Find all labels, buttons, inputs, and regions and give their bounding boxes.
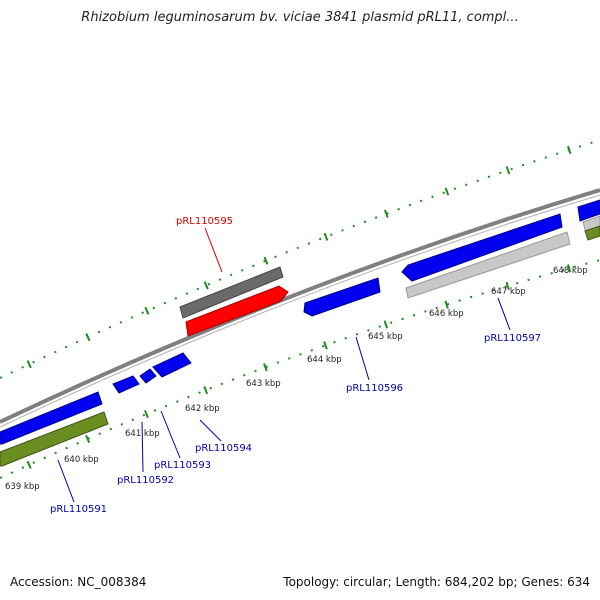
kbp-label-645: 645 kbp xyxy=(368,332,403,342)
major-tick xyxy=(505,281,510,291)
feature-track-green[interactable] xyxy=(0,411,109,467)
backbone-shadow xyxy=(0,194,600,428)
gene-arrow-prl110597[interactable] xyxy=(401,213,563,282)
major-tick xyxy=(263,363,268,372)
gene-label-leaders xyxy=(57,227,511,503)
kbp-label-639: 639 kbp xyxy=(5,482,40,492)
major-tick xyxy=(143,410,149,419)
gene-label-prl110591[interactable]: pRL110591 xyxy=(50,504,107,515)
kbp-label-646: 646 kbp xyxy=(429,309,464,319)
major-tick xyxy=(567,264,572,273)
gene-arrow-prl110596[interactable] xyxy=(303,277,381,317)
kbp-label-640: 640 kbp xyxy=(64,455,99,465)
feature-track-gray[interactable] xyxy=(179,266,284,319)
major-tick xyxy=(383,320,389,329)
map-title: Rhizobium leguminosarum bv. viciae 3841 … xyxy=(81,10,519,25)
kbp-label-642: 642 kbp xyxy=(185,404,220,414)
gene-label-prl110595[interactable]: pRL110595 xyxy=(176,216,233,227)
major-tick xyxy=(383,209,389,218)
major-tick xyxy=(144,306,150,315)
gene-label-prl110597[interactable]: pRL110597 xyxy=(484,333,541,344)
major-tick xyxy=(505,166,511,175)
major-tick xyxy=(567,145,572,154)
gene-label-prl110594[interactable]: pRL110594 xyxy=(195,443,252,454)
gene-label-prl110593[interactable]: pRL110593 xyxy=(154,460,211,471)
outer-tick-ring xyxy=(0,139,600,379)
gene-arrow-right-edge[interactable] xyxy=(577,199,600,222)
major-tick xyxy=(263,256,269,265)
gene-label-prl110596[interactable]: pRL110596 xyxy=(346,383,403,394)
major-tick xyxy=(85,333,91,342)
major-tick xyxy=(203,281,209,290)
major-tick xyxy=(323,341,328,350)
kbp-label-644: 644 kbp xyxy=(307,355,342,365)
major-tick xyxy=(444,300,449,309)
topology-summary: Topology: circular; Length: 684,202 bp; … xyxy=(283,575,590,589)
backbone-line xyxy=(0,188,600,424)
gene-arrow-small-3[interactable] xyxy=(152,352,192,378)
gene-labels: pRL110595 pRL110596 pRL110597 pRL110594 … xyxy=(50,216,541,515)
gene-arrow-small-2[interactable] xyxy=(139,368,157,384)
major-tick xyxy=(26,460,32,469)
major-tick xyxy=(323,232,329,241)
feature-track-green-edge[interactable] xyxy=(584,225,600,241)
kbp-label-648: 648 kbp xyxy=(553,266,588,276)
accession-text: Accession: NC_008384 xyxy=(10,575,147,589)
gene-arrow-small-1[interactable] xyxy=(112,375,140,394)
major-tick xyxy=(203,386,209,395)
gene-arrow-large-left[interactable] xyxy=(0,391,103,445)
major-tick xyxy=(85,434,91,444)
major-tick xyxy=(26,360,32,369)
kbp-label-647: 647 kbp xyxy=(491,287,526,297)
gene-arrow-prl110595[interactable] xyxy=(185,285,289,337)
inner-tick-ring xyxy=(0,259,600,479)
gene-label-prl110592[interactable]: pRL110592 xyxy=(117,475,174,486)
major-tick xyxy=(444,187,450,196)
kbp-label-643: 643 kbp xyxy=(246,379,281,389)
feature-track-light[interactable] xyxy=(405,231,571,299)
